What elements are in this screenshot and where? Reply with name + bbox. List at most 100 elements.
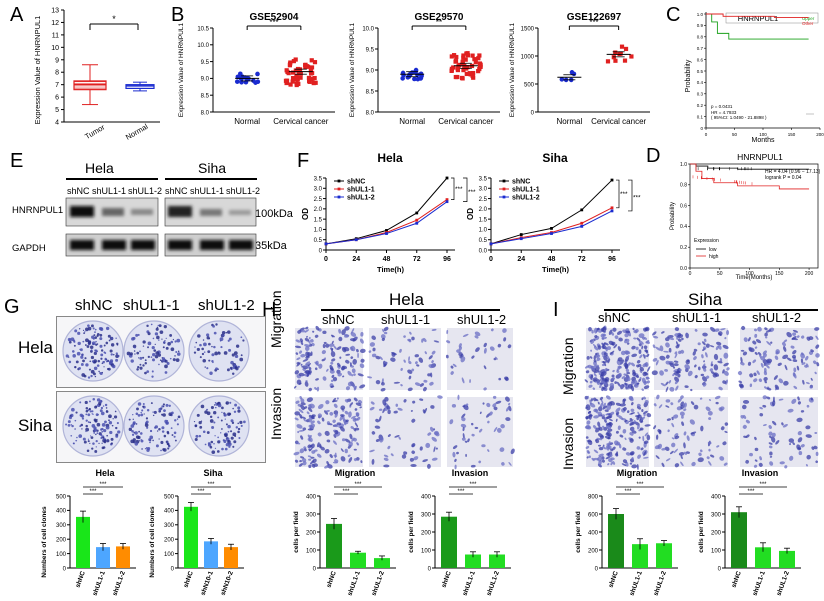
bar-chart-xtick: shNC xyxy=(730,570,742,589)
panel-f-point xyxy=(580,208,584,212)
transwell-image-i-inv-2 xyxy=(653,394,729,468)
panel-b-ytick: 9.5 xyxy=(366,47,375,53)
bar-chart-sig: *** xyxy=(636,482,644,488)
panel-c-series-other xyxy=(706,13,809,18)
panel-d-xtick: 150 xyxy=(775,271,784,277)
panel-f-point xyxy=(519,233,523,236)
bar-chart-xtick: shUL1-2 xyxy=(653,570,668,597)
colony-dish-hela-3 xyxy=(188,320,250,382)
panel-e-size-100: 100kDa xyxy=(255,208,293,220)
transwell-image-i-mig-2 xyxy=(651,326,730,393)
panel-b-point-cancer xyxy=(304,64,309,69)
panel-b-sig: *** xyxy=(589,18,598,27)
panel-d-xlabel: Time(Months) xyxy=(736,275,773,281)
panel-label-h: H xyxy=(262,299,277,321)
bar-chart-ytick: 0 xyxy=(171,566,175,572)
bar-shnc xyxy=(184,506,198,568)
panel-f-sig: *** xyxy=(455,186,463,193)
panel-f-legend-shnc: shNC xyxy=(512,179,530,186)
bar-chart-i1: Migration cells per field 800 600 400 200 0 shN… xyxy=(575,468,678,597)
panel-g-col-3: shUL1-2 xyxy=(198,297,255,314)
panel-f-ytick: 3.0 xyxy=(314,187,323,193)
panel-c-xtick: 150 xyxy=(788,132,796,137)
panel-h-col-1: shNC xyxy=(322,312,355,327)
panel-b-point-cancer xyxy=(283,78,289,83)
panel-d-xtick: 50 xyxy=(717,271,723,277)
bar-chart-ytick: 400 xyxy=(164,509,175,515)
panel-b-point-cancer xyxy=(460,76,465,81)
panel-f-point xyxy=(580,221,584,225)
panel-b-point-cancer xyxy=(465,64,470,70)
panel-b-xtick-normal: Normal xyxy=(556,117,582,126)
panel-f-point xyxy=(415,218,419,222)
panel-label-f: F xyxy=(297,150,310,172)
panel-b-point-cancer xyxy=(309,65,315,70)
panel-f-ytick: 3.5 xyxy=(314,176,323,182)
bar-chart-ytick: 200 xyxy=(56,538,67,544)
panel-b-point-cancer xyxy=(461,53,466,58)
panel-f-xtick: 0 xyxy=(489,256,493,263)
panel-b-point-cancer xyxy=(308,76,313,82)
panel-b-xtick-cancer: Cervical cancer xyxy=(438,117,493,126)
panel-f-sig: *** xyxy=(633,194,641,201)
panel-g-col-1: shNC xyxy=(75,297,113,314)
panel-b-chart-1: GSE52904 Expression Value of HNRNPUL1 10.5… xyxy=(178,12,335,126)
panel-label-d: D xyxy=(646,145,661,167)
panel-b-point-cancer xyxy=(312,75,317,81)
bar-chart-ytick: 100 xyxy=(56,552,67,558)
panel-i-col-2: shUL1-1 xyxy=(672,310,722,325)
panel-c-ytick: 0.5 xyxy=(697,69,704,74)
panel-b-point-cancer xyxy=(463,57,468,62)
bar-chart-ytick: 200 xyxy=(164,538,175,544)
panel-f-xtick: 48 xyxy=(383,256,391,263)
panel-b-point-cancer xyxy=(449,66,454,71)
bar-chart-sig: *** xyxy=(342,489,350,495)
panel-b-point-normal xyxy=(571,71,577,77)
colony-dish-siha-3 xyxy=(188,395,250,457)
bar-shul1-2 xyxy=(656,543,672,568)
panel-b-point-cancer xyxy=(292,76,297,82)
panel-f-ytick: 1.0 xyxy=(479,228,488,234)
panel-f-ytick: 2.5 xyxy=(314,197,323,203)
bar-chart-h1: Migration cells per field 400 300 200 100 0 shN… xyxy=(293,468,396,597)
panel-f-xtick: 72 xyxy=(578,256,586,263)
bar-chart-sig: *** xyxy=(99,482,107,488)
panel-b-point-cancer xyxy=(605,59,611,64)
bar-chart-ytick: 0 xyxy=(428,566,432,572)
panel-a-ylabel: Expression Value of HNRNPUL1 xyxy=(33,16,42,125)
panel-b-point-normal xyxy=(559,77,565,82)
transwell-image-i-inv-1 xyxy=(584,395,652,471)
panel-f-ytick: 0.5 xyxy=(314,238,323,244)
bar-shul1-1 xyxy=(755,547,771,568)
panel-c-xtick: 200 xyxy=(816,132,824,137)
bar-chart-ytick: 100 xyxy=(711,548,722,554)
bar-chart-xtick: shUL1-2 xyxy=(776,570,791,597)
bar-chart-i2: Invasion cells per field 400 300 200 100 0 shNC… xyxy=(698,468,801,597)
panel-b-point-cancer xyxy=(284,80,289,86)
panel-b-point-cancer xyxy=(312,60,318,65)
panel-c-ytick: 0 xyxy=(700,126,703,131)
panel-e-lane-4: shNC xyxy=(165,186,188,196)
panel-d-ytick: 0.6 xyxy=(680,203,687,209)
panel-f-ytick: 2.0 xyxy=(479,207,488,213)
transwell-image-i-inv-3 xyxy=(740,395,819,469)
bar-shul1-1 xyxy=(465,554,481,568)
panel-f-point xyxy=(489,242,493,246)
panel-a-chart: Expression Value of HNRNPUL1 13 12 11 10 9 8 7… xyxy=(33,8,160,142)
panel-a-ytick: 13 xyxy=(51,8,59,15)
panel-b-ylabel: Expression Value of HNRNPUL1 xyxy=(349,23,356,118)
bar-chart-ylabel: Numbers of cell clones xyxy=(149,506,156,578)
panel-f-point xyxy=(415,221,419,225)
panel-f-point xyxy=(385,232,388,235)
bar-chart-xtick: shUL1-1 xyxy=(462,570,477,597)
panel-b-point-cancer xyxy=(309,58,314,63)
panel-b-point-cancer xyxy=(455,74,460,80)
panel-b-point-normal xyxy=(255,79,261,85)
panel-f-series-shul1-1 xyxy=(325,199,448,245)
bar-shnc xyxy=(441,516,457,568)
panel-f-point xyxy=(610,206,614,210)
bar-chart-ytick: 400 xyxy=(711,494,722,500)
panel-label-i: I xyxy=(553,299,559,321)
panel-b-point-cancer xyxy=(477,61,482,66)
panel-h-title: Hela xyxy=(389,290,424,309)
